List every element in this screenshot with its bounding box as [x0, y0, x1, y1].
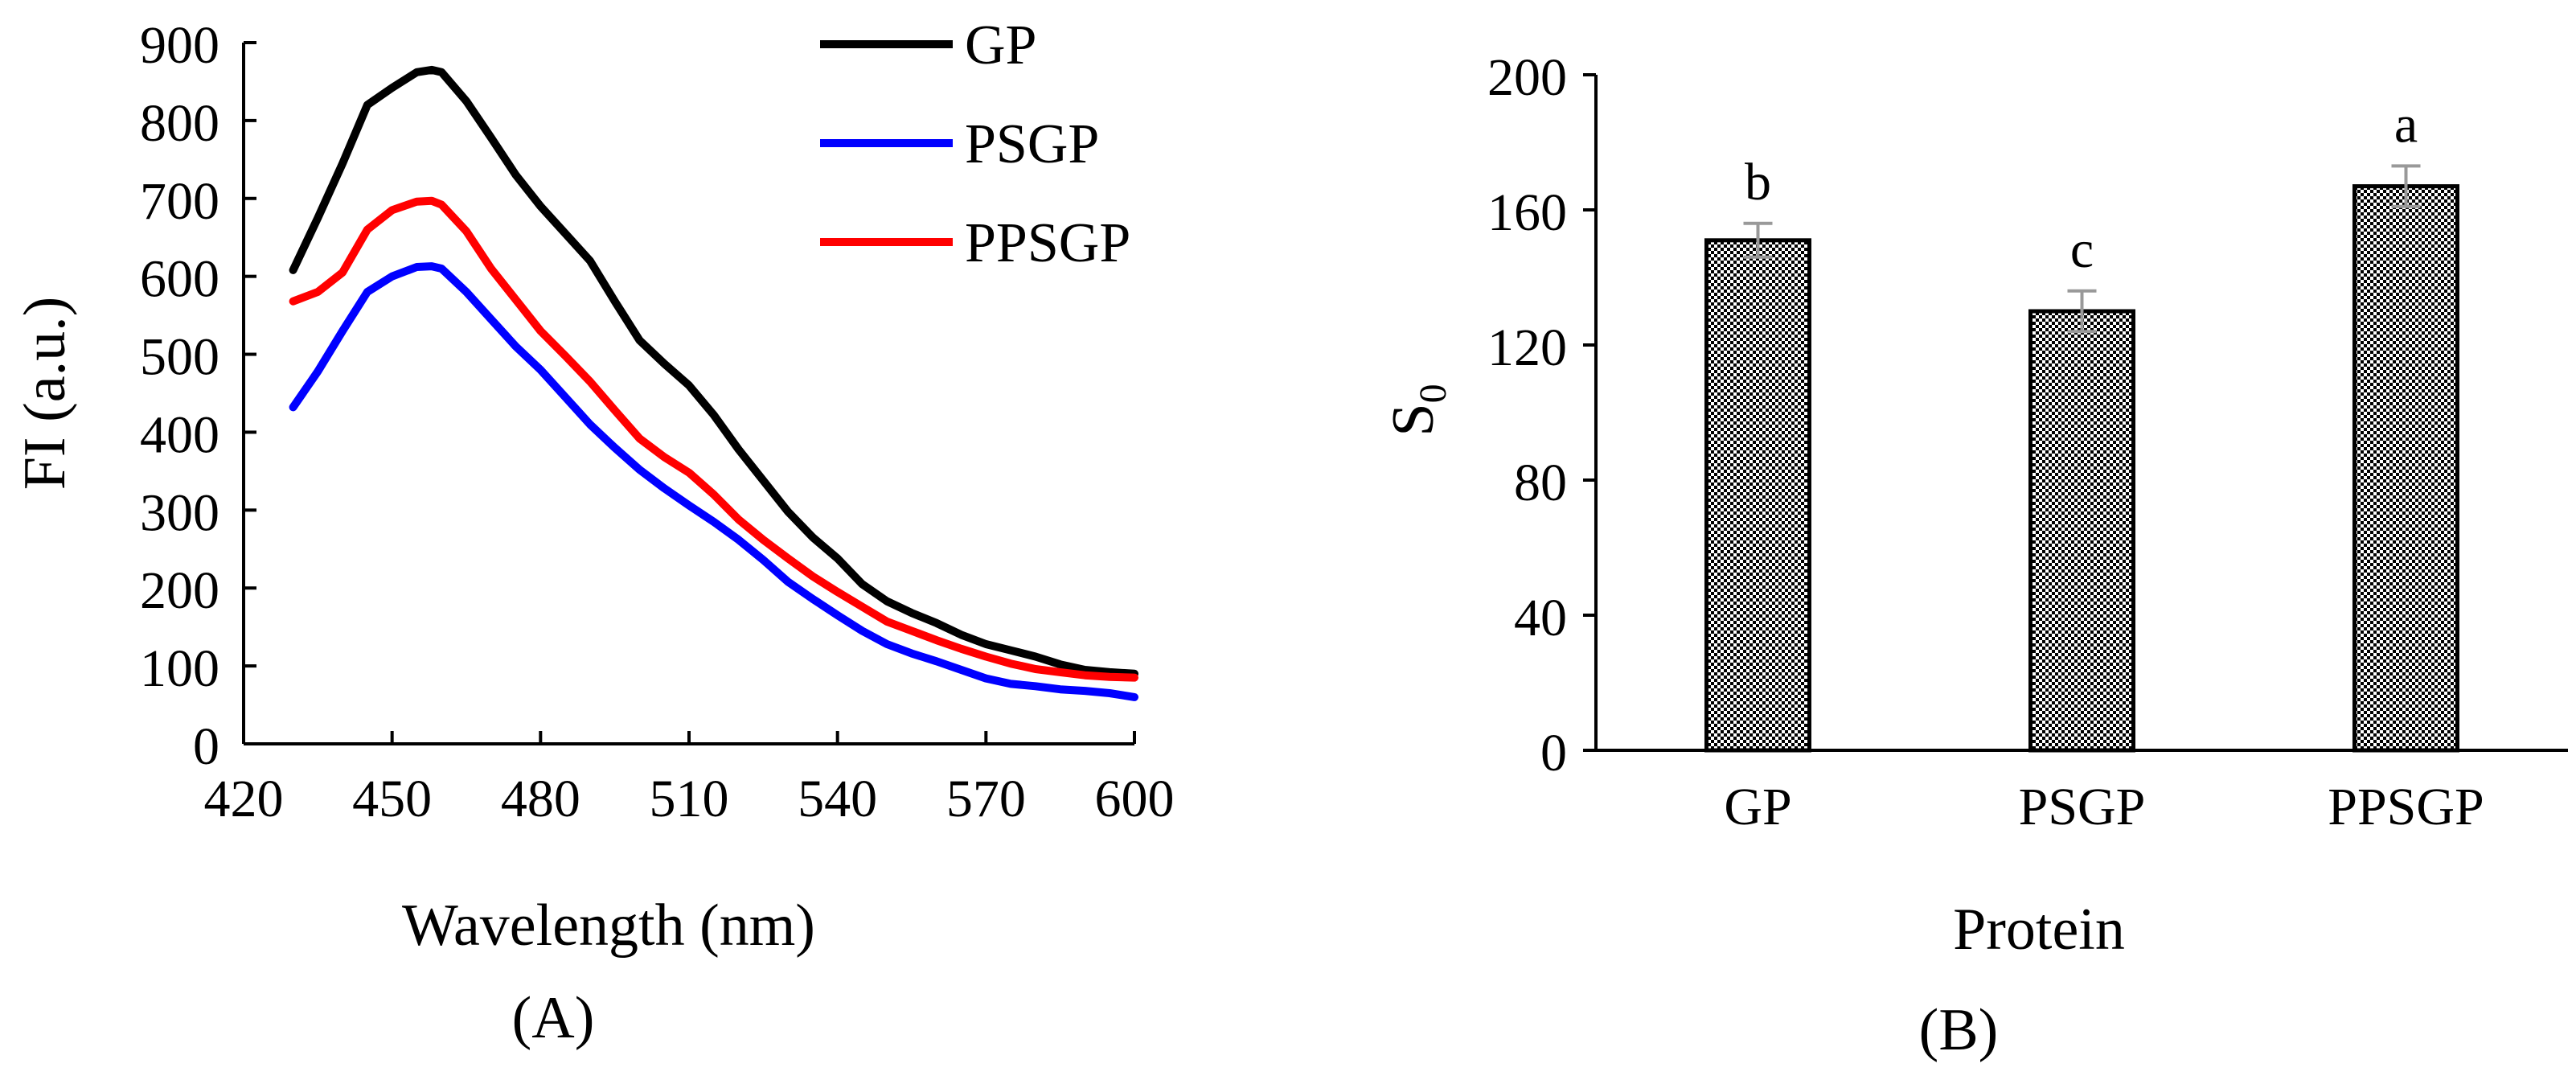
- panel-a-x-tick-label: 480: [501, 770, 580, 828]
- significance-label-psgp: c: [2070, 220, 2094, 279]
- panel-a-x-tick-label: 510: [650, 770, 729, 828]
- panel-b-y-axis-title: S0: [1380, 384, 1454, 436]
- panel-a-y-tick-label: 700: [140, 172, 219, 231]
- series-line-psgp: [289, 262, 1138, 701]
- panel-a-y-tick-label: 400: [140, 405, 219, 464]
- panel-a-y-tick-label: 900: [140, 16, 219, 75]
- panel-a-y-tick-label: 100: [140, 639, 219, 698]
- series-line-gp: [289, 65, 1138, 678]
- panel-a-x-tick-label: 540: [798, 770, 877, 828]
- panel-a-y-tick-label: 300: [140, 483, 219, 542]
- panel-b-y-tick-label: 160: [1487, 183, 1567, 242]
- panel-b-x-axis-title: Protein: [1953, 897, 2125, 963]
- legend-label-ppsgp: PPSGP: [965, 212, 1130, 274]
- bar-ppsgp: [2352, 184, 2459, 753]
- panel-b-y-tick-label: 80: [1514, 454, 1567, 512]
- significance-label-gp: b: [1745, 153, 1771, 211]
- panel-a-series: [289, 65, 1138, 701]
- panel-a-x-tick-label: 420: [204, 770, 284, 828]
- panel-b-y-tick-label: 40: [1514, 589, 1567, 647]
- bar-gp: [1704, 238, 1811, 753]
- panel-a-label: (A): [512, 985, 595, 1051]
- panel-a-y-tick-label: 0: [193, 717, 219, 776]
- legend-label-gp: GP: [965, 14, 1036, 76]
- panel-b-y-ticks: 0 40 80 120 160 200: [1487, 48, 1596, 782]
- panel-a-x-tick-label: 450: [352, 770, 432, 828]
- panel-b-y-axis-title-sub: 0: [1412, 384, 1454, 403]
- series-line-ppsgp: [289, 196, 1138, 682]
- panel-b-bars: b GP c PSGP a PPSGP: [1704, 95, 2484, 836]
- panel-a-y-tick-label: 500: [140, 328, 219, 387]
- panel-b-label: (B): [1919, 997, 1999, 1063]
- panel-b-y-tick-label: 0: [1540, 724, 1567, 782]
- panel-a-y-axis-title: FI (a.u.): [12, 297, 78, 490]
- panel-a-x-tick-label: 570: [946, 770, 1026, 828]
- bar-psgp: [2028, 309, 2135, 753]
- significance-label-ppsgp: a: [2394, 95, 2418, 154]
- panel-a-legend: GP PSGP PPSGP: [820, 14, 1130, 274]
- panel-a-y-tick-label: 200: [140, 561, 219, 620]
- panel-a-y-tick-label: 600: [140, 250, 219, 309]
- panel-a-x-axis-title: Wavelength (nm): [402, 893, 815, 959]
- panel-a-line-chart: 0 100 200 300 400 500 600 700 800 900 420 450 480 51…: [12, 14, 1175, 1051]
- panel-b-y-axis-title-main: S: [1380, 403, 1446, 436]
- legend-label-psgp: PSGP: [965, 113, 1099, 175]
- category-label-psgp: PSGP: [2019, 778, 2146, 836]
- panel-a-y-ticks: 0 100 200 300 400 500 600 700 800 900: [140, 16, 256, 776]
- panel-a-x-ticks: 420 450 480 510 540 570 600: [204, 731, 1175, 828]
- panel-a-y-tick-label: 800: [140, 94, 219, 153]
- panel-a-x-tick-label: 600: [1095, 770, 1175, 828]
- category-label-gp: GP: [1724, 778, 1791, 836]
- panel-b-y-tick-label: 120: [1487, 318, 1567, 377]
- panel-b-y-tick-label: 200: [1487, 48, 1567, 107]
- category-label-ppsgp: PPSGP: [2328, 778, 2484, 836]
